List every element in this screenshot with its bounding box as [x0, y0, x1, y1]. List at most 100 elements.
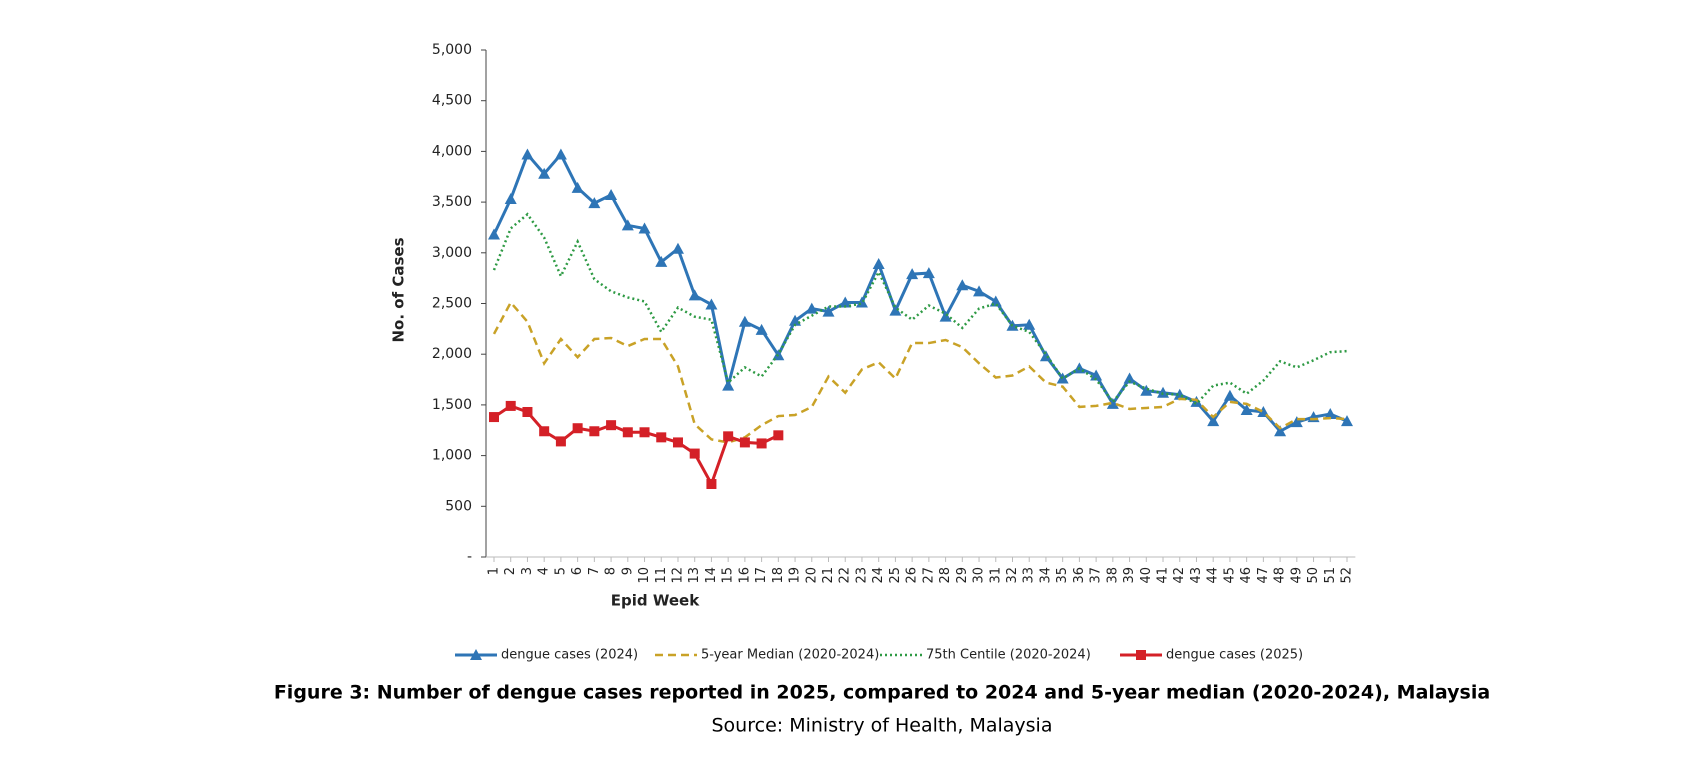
point	[738, 315, 751, 327]
point	[1039, 350, 1052, 362]
point	[605, 189, 618, 201]
x-tick-label: 3	[520, 567, 535, 575]
x-tick-label: 33	[1022, 567, 1037, 584]
legend-marker	[1136, 650, 1146, 660]
point	[639, 427, 650, 438]
y-tick-label: 1,500	[432, 397, 472, 413]
point	[1290, 416, 1303, 428]
point	[554, 148, 567, 160]
point	[1207, 415, 1220, 427]
point	[973, 285, 986, 297]
point	[855, 296, 868, 308]
x-tick-label: 47	[1256, 567, 1271, 584]
x-tick-label: 25	[888, 567, 903, 584]
point	[606, 420, 617, 431]
point	[621, 219, 634, 231]
point	[773, 430, 784, 441]
y-tick-label: 3,500	[432, 194, 472, 210]
point	[1240, 403, 1253, 415]
point	[688, 289, 701, 301]
point	[539, 426, 550, 437]
point	[822, 305, 835, 317]
chart-subtitle: Source: Ministry of Health, Malaysia	[712, 715, 1053, 737]
point	[956, 279, 969, 291]
x-tick-label: 31	[988, 567, 1003, 584]
point	[839, 296, 852, 308]
x-tick-label: 36	[1072, 567, 1087, 584]
y-tick-label: 2,500	[432, 296, 472, 312]
point	[622, 427, 633, 438]
x-tick-label: 17	[754, 567, 769, 584]
point	[671, 242, 684, 254]
point	[1324, 408, 1337, 420]
x-tick-label: 9	[620, 567, 635, 575]
point	[922, 267, 935, 279]
x-tick-label: 30	[972, 567, 987, 584]
y-tick-label: 500	[445, 498, 472, 514]
legend-label: dengue cases (2025)	[1166, 648, 1303, 663]
x-tick-label: 1	[487, 567, 502, 575]
point	[1090, 369, 1103, 381]
point	[705, 298, 718, 310]
y-axis-title: No. of Cases	[390, 237, 408, 342]
point	[1123, 372, 1136, 384]
x-tick-label: 46	[1239, 567, 1254, 584]
point	[589, 426, 600, 437]
x-tick-label: 6	[570, 567, 585, 575]
point	[1106, 397, 1119, 409]
x-tick-label: 51	[1323, 567, 1338, 584]
point	[706, 478, 717, 489]
y-tick-label: 1,000	[432, 448, 472, 464]
x-tick-label: 38	[1105, 567, 1120, 584]
x-tick-label: 32	[1005, 567, 1020, 584]
x-tick-label: 35	[1055, 567, 1070, 584]
point	[739, 437, 750, 448]
x-tick-label: 39	[1122, 567, 1137, 584]
x-tick-label: 40	[1139, 567, 1154, 584]
point	[755, 323, 768, 335]
y-tick-label: 4,000	[432, 143, 472, 159]
x-tick-label: 8	[604, 567, 619, 575]
point	[522, 406, 533, 417]
y-tick-label: 2,000	[432, 346, 472, 362]
point	[638, 222, 651, 234]
point	[756, 438, 767, 449]
point	[906, 268, 919, 280]
x-tick-label: 50	[1306, 567, 1321, 584]
x-tick-label: 49	[1289, 567, 1304, 584]
x-tick-label: 22	[838, 567, 853, 584]
point	[672, 437, 683, 448]
x-tick-label: 2	[503, 567, 518, 575]
point	[1173, 388, 1186, 400]
x-tick-label: 15	[721, 567, 736, 584]
x-tick-label: 13	[687, 567, 702, 584]
point	[555, 436, 566, 447]
point	[655, 255, 668, 267]
x-tick-label: 21	[821, 567, 836, 584]
point	[521, 148, 534, 160]
point	[489, 412, 499, 423]
x-tick-label: 34	[1038, 567, 1053, 584]
x-tick-label: 44	[1206, 567, 1221, 584]
legend-label: 5-year Median (2020-2024)	[701, 648, 879, 663]
legend-label: 75th Centile (2020-2024)	[926, 648, 1091, 663]
point	[889, 304, 902, 316]
chart-title: Figure 3: Number of dengue cases reporte…	[274, 682, 1490, 704]
legend-item: dengue cases (2025)	[1120, 648, 1303, 663]
x-tick-label: 11	[654, 567, 669, 584]
point	[805, 302, 818, 314]
series-line	[493, 404, 779, 488]
x-tick-label: 26	[905, 567, 920, 584]
x-tick-label: 29	[955, 567, 970, 584]
point	[488, 228, 500, 240]
x-tick-label: 42	[1172, 567, 1187, 584]
x-tick-label: 5	[553, 567, 568, 575]
point	[656, 432, 667, 443]
legend-item: dengue cases (2024)	[455, 648, 638, 663]
legend-item: 5-year Median (2020-2024)	[655, 648, 879, 663]
point	[571, 181, 584, 193]
series-line	[492, 151, 1348, 434]
y-tick-label: -	[467, 549, 472, 565]
point	[939, 310, 952, 322]
x-tick-label: 16	[737, 567, 752, 584]
